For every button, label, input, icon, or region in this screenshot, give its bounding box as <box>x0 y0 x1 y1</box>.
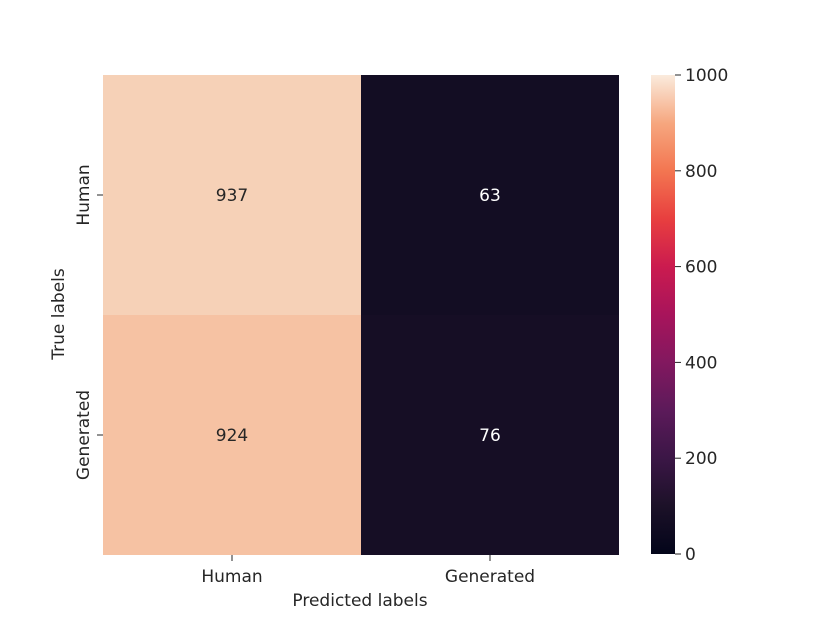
cell-value-label-0-0: 937 <box>216 186 248 206</box>
y-tick-label-1: Generated <box>74 390 94 480</box>
x-tick-label-1: Generated <box>445 567 535 587</box>
y-tick-label-0: Human <box>74 164 94 225</box>
heatmap-cell-labels: 937 63 924 76 <box>216 186 501 446</box>
heatmap-cell-0-1 <box>361 75 619 315</box>
x-tick-label-0: Human <box>201 567 262 587</box>
heatmap-cells <box>103 75 619 555</box>
colorbar-tick-label-4: 800 <box>685 162 717 182</box>
colorbar-tick-label-0: 0 <box>685 545 696 565</box>
heatmap-cell-1-1 <box>361 315 619 555</box>
x-axis-label: Predicted labels <box>292 591 427 611</box>
cell-value-label-1-1: 76 <box>479 426 501 446</box>
heatmap-cell-0-0 <box>103 75 361 315</box>
colorbar-ticks: 0 200 400 600 800 1000 <box>675 66 728 565</box>
colorbar-tick-label-1: 200 <box>685 449 717 469</box>
colorbar-tick-label-3: 600 <box>685 258 717 278</box>
cell-value-label-0-1: 63 <box>479 186 501 206</box>
y-axis-ticks: Human Generated <box>74 164 103 480</box>
colorbar-tick-label-2: 400 <box>685 353 717 373</box>
cell-value-label-1-0: 924 <box>216 426 248 446</box>
colorbar <box>651 75 675 554</box>
y-axis-label: True labels <box>49 268 69 361</box>
colorbar-tick-label-5: 1000 <box>685 66 728 86</box>
x-axis-ticks: Human Generated <box>201 555 535 587</box>
heatmap-cell-1-0 <box>103 315 361 555</box>
